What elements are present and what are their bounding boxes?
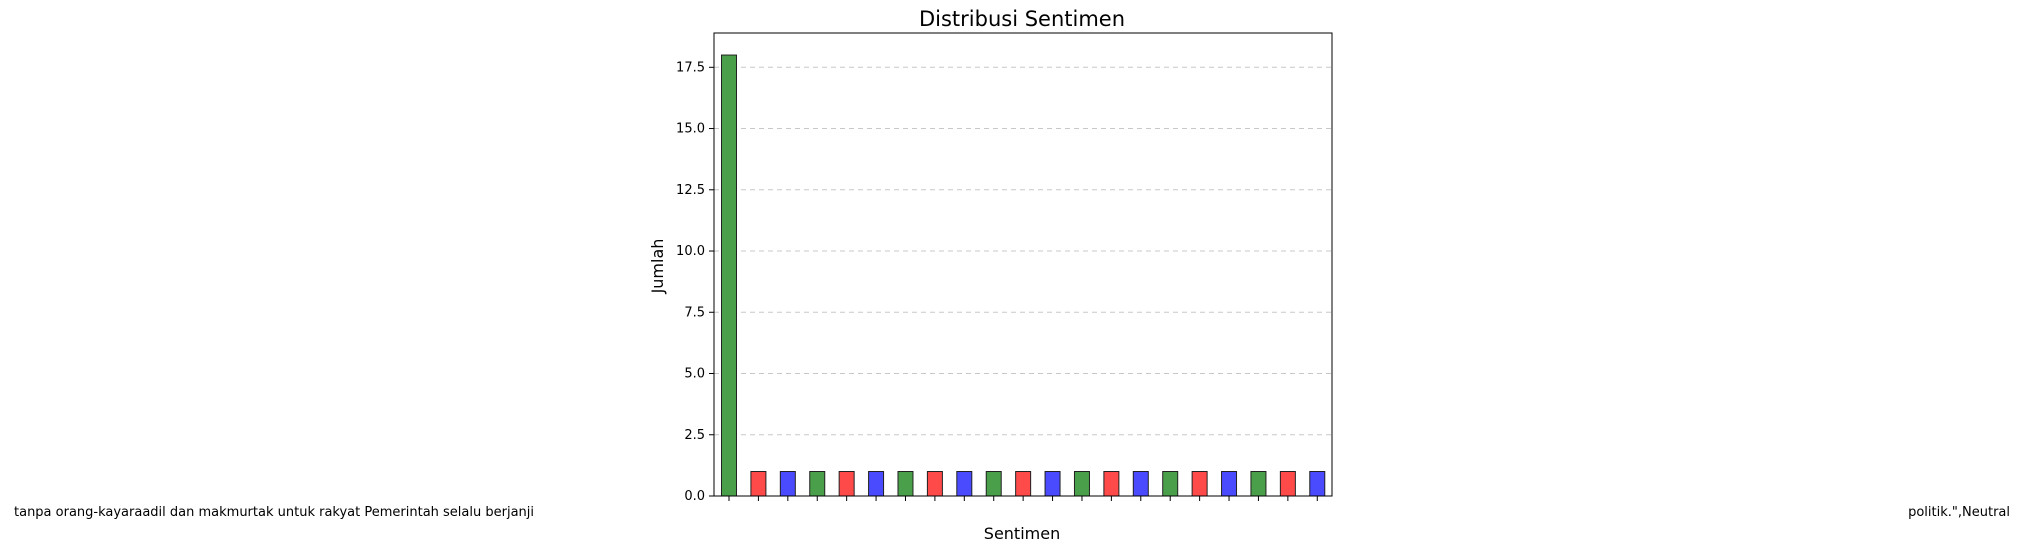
y-tick-label: 2.5 [684, 428, 705, 443]
y-tick-label: 10.0 [676, 244, 705, 259]
bar [1221, 471, 1238, 497]
bar [1044, 471, 1061, 497]
bar [1250, 471, 1267, 497]
bar [1132, 471, 1149, 497]
bar [1015, 471, 1032, 497]
x-category-overflow-left: tanpa orang-kayaraadil dan makmurtak unt… [14, 505, 534, 520]
chart-title: Distribusi Sentimen [919, 7, 1125, 31]
axes [709, 32, 1333, 501]
bar [809, 471, 826, 497]
bar [897, 471, 914, 497]
y-tick-label: 0.0 [684, 489, 705, 504]
bars [721, 54, 1326, 497]
bar [868, 471, 885, 497]
bar [1162, 471, 1179, 497]
bar [1103, 471, 1120, 497]
bar [750, 471, 767, 497]
bar [1191, 471, 1208, 497]
gridlines [714, 66, 1332, 436]
bar [779, 471, 796, 497]
x-axis-title: Sentimen [984, 524, 1060, 543]
bar [985, 471, 1002, 497]
bar [956, 471, 973, 497]
bar [1073, 471, 1090, 497]
bar [721, 54, 737, 497]
bar [1279, 471, 1296, 497]
y-tick-label: 12.5 [676, 183, 705, 198]
plot-frame [713, 32, 1333, 497]
labels: 0.0 2.5 5.0 7.5 10.0 12.5 15.0 17.5 tanpa orang-… [14, 60, 2010, 520]
bar [926, 471, 943, 497]
y-tick-label: 17.5 [676, 60, 705, 75]
y-tick-label: 5.0 [684, 367, 705, 382]
bar [838, 471, 855, 497]
y-tick-label: 7.5 [684, 305, 705, 320]
bar [1309, 471, 1326, 497]
y-tick-label: 15.0 [676, 122, 705, 137]
y-axis-title: Jumlah [648, 239, 667, 295]
x-category-overflow-right: politik.",Neutral [1908, 505, 2010, 520]
